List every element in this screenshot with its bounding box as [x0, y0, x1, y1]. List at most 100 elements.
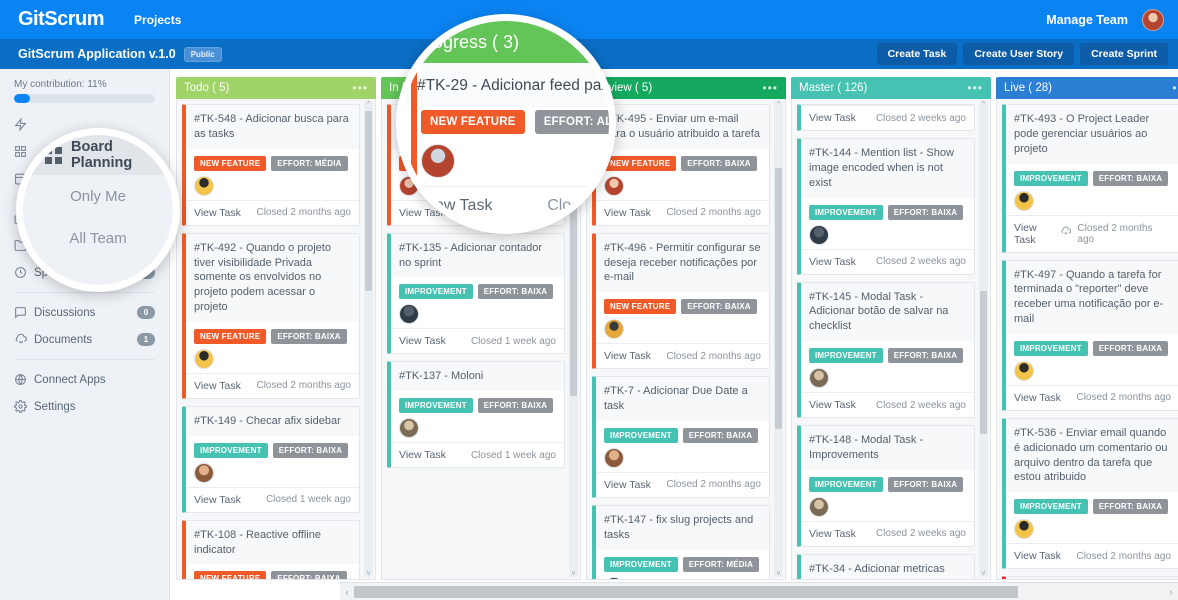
view-task-link[interactable]: View Task: [399, 335, 446, 348]
task-card[interactable]: #TK-135 - Adicionar contador no sprint IM…: [387, 232, 565, 355]
sidebar-item-settings[interactable]: Settings: [0, 393, 169, 420]
lens-board-planning-item[interactable]: Board Planning: [23, 135, 173, 175]
scroll-right-arrow-icon[interactable]: ›: [1169, 586, 1173, 597]
task-card-avatar[interactable]: [194, 348, 214, 369]
column-menu-icon[interactable]: •••: [1172, 81, 1178, 95]
task-card[interactable]: #TK-492 - Quando o projeto tiver visibil…: [182, 232, 360, 399]
task-card-avatar[interactable]: [604, 447, 624, 468]
view-task-link[interactable]: View Task: [809, 399, 856, 412]
sidebar-item-documents[interactable]: Documents 1: [0, 326, 169, 353]
user-avatar[interactable]: [1142, 8, 1164, 31]
sidebar-item-activity[interactable]: [0, 111, 169, 138]
task-card-avatar[interactable]: [399, 418, 419, 439]
cloud-icon: [1060, 226, 1072, 241]
view-task-link[interactable]: View Task: [194, 493, 241, 506]
view-task-link[interactable]: View Task: [604, 350, 651, 363]
task-card-avatar[interactable]: [1014, 360, 1034, 381]
view-task-link[interactable]: View Task: [1014, 550, 1061, 563]
sidebar-item-discussions[interactable]: Discussions 0: [0, 299, 169, 326]
contribution-progress-fill: [14, 94, 30, 103]
column-vertical-scrollbar[interactable]: ^v: [774, 101, 783, 577]
scroll-up-arrow-icon[interactable]: ^: [981, 101, 986, 108]
tag-improvement: IMPROVEMENT: [604, 427, 678, 443]
task-card[interactable]: #TK-149 - Checar afix sidebar IMPROVEMENT…: [182, 405, 360, 513]
task-card[interactable]: #TK-493 - O Project Leader pode gerencia…: [1002, 104, 1178, 253]
lens-card-title: #TK-29 - Adicionar feed para o pr: [403, 63, 609, 107]
task-card[interactable]: #TK-147 - fix slug projects and tasks IMP…: [592, 504, 770, 579]
task-card[interactable]: View Task Closed 2 weeks ago: [797, 104, 975, 131]
create-user-story-button[interactable]: Create User Story: [963, 43, 1075, 65]
task-card-avatar[interactable]: [809, 224, 829, 245]
task-card[interactable]: #TK-548 - Adicionar busca para as tasks N…: [182, 104, 360, 226]
column-menu-icon[interactable]: •••: [352, 81, 368, 95]
task-card[interactable]: #TK-497 - Quando a tarefa for terminada …: [1002, 259, 1178, 411]
task-card[interactable]: #TK-7 - Adicionar Due Date a task IMPROVE…: [592, 376, 770, 498]
scroll-down-arrow-icon[interactable]: v: [981, 570, 986, 577]
task-card-avatar[interactable]: [604, 319, 624, 340]
task-card-tags: NEW FEATURE EFFORT: BAIXA: [604, 155, 761, 171]
scroll-thumb[interactable]: [980, 291, 987, 435]
scroll-thumb[interactable]: [354, 585, 1019, 598]
task-card[interactable]: #TK-148 - Modal Task - Improvements IMPRO…: [797, 425, 975, 547]
view-task-link[interactable]: View Task: [194, 206, 241, 219]
scroll-thumb[interactable]: [775, 167, 782, 430]
task-card-avatar[interactable]: [399, 304, 419, 325]
task-card-tags: IMPROVEMENT EFFORT: BAIXA: [1014, 340, 1171, 356]
view-task-link[interactable]: View Task: [604, 206, 651, 219]
task-card-avatar[interactable]: [1014, 519, 1034, 540]
column-menu-icon[interactable]: •••: [762, 81, 778, 95]
view-task-link[interactable]: View Task: [604, 478, 651, 491]
board-card-magnifier-lens: ogress ( 3) #TK-29 - Adicionar feed para…: [396, 14, 616, 234]
view-task-link[interactable]: View Task: [809, 527, 856, 540]
lens-all-team-item[interactable]: All Team: [23, 217, 173, 259]
task-card[interactable]: #TK-144 - Mention list - Show image enco…: [797, 138, 975, 275]
scroll-up-arrow-icon[interactable]: ^: [366, 101, 371, 108]
create-task-button[interactable]: Create Task: [876, 43, 958, 65]
scroll-down-arrow-icon[interactable]: v: [571, 570, 576, 577]
task-card[interactable]: #TK-536 - Enviar email quando é adiciona…: [1002, 417, 1178, 570]
scroll-thumb[interactable]: [365, 110, 372, 292]
task-card-avatar[interactable]: [809, 496, 829, 517]
task-card[interactable]: #TK-145 - Modal Task - Adicionar botão d…: [797, 281, 975, 419]
task-card-avatar[interactable]: [1014, 190, 1034, 211]
lens-tag-type: NEW FEATURE: [421, 110, 525, 134]
task-card-meta: Closed 1 week ago: [470, 449, 556, 461]
task-card-avatar[interactable]: [194, 175, 214, 196]
task-card-avatar[interactable]: [809, 368, 829, 389]
view-task-link[interactable]: View Task: [809, 255, 856, 268]
scroll-track[interactable]: [354, 585, 1164, 598]
sidebar-divider-3: [14, 359, 155, 360]
column-live-header: Live ( 28) •••: [996, 77, 1178, 99]
view-task-link[interactable]: View Task: [1014, 221, 1037, 246]
scroll-thumb[interactable]: [570, 110, 577, 397]
task-card-avatar[interactable]: [604, 576, 624, 579]
manage-team-link[interactable]: Manage Team: [1046, 12, 1128, 27]
sidebar-item-connect-apps[interactable]: Connect Apps: [0, 366, 169, 393]
column-vertical-scrollbar[interactable]: ^v: [979, 101, 988, 577]
task-card[interactable]: #TK-137 - Moloni IMPROVEMENT EFFORT: BAIXA…: [387, 361, 565, 469]
nav-link-projects[interactable]: Projects: [134, 12, 182, 27]
create-sprint-button[interactable]: Create Sprint: [1080, 43, 1168, 65]
sidebar-divider-2: [14, 292, 155, 293]
task-card[interactable]: #TK-537 - Adicionar namespace ExceptionB…: [1002, 576, 1178, 579]
scroll-down-arrow-icon[interactable]: v: [776, 570, 781, 577]
lens-view-task-link[interactable]: View Task: [421, 197, 493, 214]
column-menu-icon[interactable]: •••: [967, 81, 983, 95]
task-card-avatar[interactable]: [194, 462, 214, 483]
view-task-link[interactable]: View Task: [194, 379, 241, 392]
task-card[interactable]: #TK-34 - Adicionar metricas para Dashboa…: [797, 553, 975, 579]
lens-only-me-item[interactable]: Only Me: [23, 175, 173, 217]
tag-newfeature: NEW FEATURE: [194, 328, 267, 344]
view-task-link[interactable]: View Task: [399, 449, 446, 462]
board-horizontal-scrollbar[interactable]: ‹ ›: [340, 582, 1178, 600]
task-card[interactable]: #TK-495 - Enviar um e-mail para o usuári…: [592, 104, 770, 226]
task-card[interactable]: #TK-496 - Permitir configurar se deseja …: [592, 232, 770, 370]
gitscrum-logo[interactable]: GitScrum: [18, 8, 105, 30]
scroll-left-arrow-icon[interactable]: ‹: [345, 586, 349, 597]
task-card[interactable]: #TK-108 - Reactive offline indicator NEW …: [182, 519, 360, 579]
scroll-down-arrow-icon[interactable]: v: [366, 570, 371, 577]
view-task-link[interactable]: View Task: [1014, 391, 1061, 404]
column-vertical-scrollbar[interactable]: ^v: [364, 101, 373, 577]
view-task-link[interactable]: View Task: [809, 112, 856, 124]
scroll-up-arrow-icon[interactable]: ^: [776, 101, 781, 108]
